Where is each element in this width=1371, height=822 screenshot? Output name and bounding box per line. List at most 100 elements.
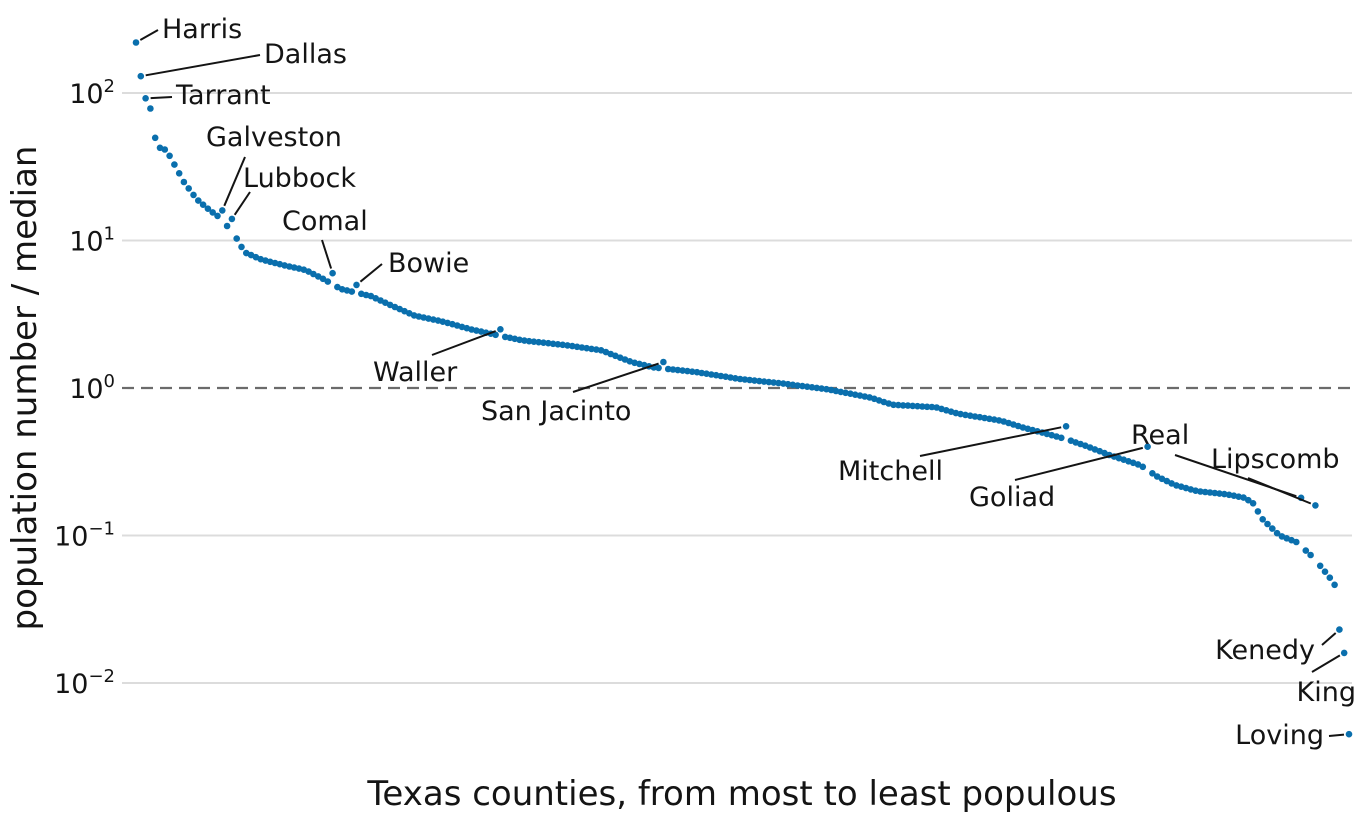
data-point <box>199 201 207 208</box>
label-tarrant: Tarrant <box>175 80 271 111</box>
data-point <box>1149 470 1156 477</box>
data-point <box>180 178 188 186</box>
data-point <box>319 275 327 283</box>
data-point <box>238 243 245 251</box>
label-kenedy: Kenedy <box>1215 635 1315 666</box>
data-point <box>741 376 749 383</box>
data-point <box>147 105 154 112</box>
data-point <box>1139 463 1147 471</box>
data-point <box>684 367 691 375</box>
data-point <box>223 222 231 230</box>
data-point <box>799 382 806 390</box>
data-point <box>794 382 801 389</box>
data-point <box>751 377 758 384</box>
data-point <box>775 379 782 387</box>
data-point <box>899 402 907 409</box>
data-point <box>765 378 773 386</box>
x-axis-title: Texas counties, from most to least popul… <box>366 774 1116 814</box>
leader-san-jacinto <box>572 362 659 393</box>
data-point <box>1326 574 1334 581</box>
data-point <box>204 205 212 212</box>
data-point <box>214 212 221 220</box>
data-point <box>1302 547 1310 554</box>
data-point <box>803 383 811 391</box>
label-lipscomb: Lipscomb <box>1211 444 1340 475</box>
data-point <box>1264 520 1271 528</box>
y-axis-title: population number / median <box>5 146 45 631</box>
label-goliad: Goliad <box>969 482 1055 513</box>
data-point <box>818 385 825 392</box>
data-point <box>1273 529 1281 537</box>
data-point <box>348 288 356 295</box>
data-point <box>909 402 916 410</box>
data-point <box>655 364 662 372</box>
data-point <box>1293 538 1300 546</box>
label-bowie: Bowie <box>388 248 469 279</box>
data-point <box>1307 551 1314 559</box>
label-harris: Harris <box>162 14 242 45</box>
leader-waller <box>431 330 497 356</box>
leader-harris <box>139 29 159 41</box>
label-loving: Loving <box>1235 720 1324 751</box>
leader-lubbock <box>233 191 251 216</box>
data-point <box>760 378 768 385</box>
data-point <box>679 367 686 374</box>
point-goliad <box>1144 443 1151 451</box>
point-mitchell <box>1062 423 1070 430</box>
y-tick-label: 10−1 <box>54 519 115 553</box>
leader-galveston <box>223 156 246 207</box>
point-galveston <box>219 207 226 214</box>
y-tick-label: 102 <box>69 76 115 110</box>
data-point <box>530 338 538 346</box>
data-point <box>669 366 677 373</box>
data-point <box>808 384 816 391</box>
data-point <box>324 278 332 285</box>
point-lubbock <box>228 215 236 223</box>
county-labels: Harris Dallas Tarrant Galveston Lubbock Comal… <box>139 14 1356 751</box>
point-tarrant <box>142 95 149 102</box>
y-tick-label: 10−2 <box>54 666 115 700</box>
gridlines <box>122 92 1352 684</box>
point-bowie <box>353 281 360 289</box>
point-kenedy <box>1336 626 1343 633</box>
data-point <box>1316 562 1324 570</box>
y-tick-label: 101 <box>69 224 115 258</box>
data-point <box>535 338 542 346</box>
point-dallas <box>137 72 145 80</box>
point-harris <box>132 39 140 46</box>
data-point <box>151 134 159 142</box>
data-point <box>664 365 672 373</box>
point-waller <box>497 326 504 333</box>
label-lubbock: Lubbock <box>243 163 356 194</box>
point-san-jacinto <box>660 358 667 366</box>
data-point <box>688 368 696 376</box>
data-point <box>895 401 902 409</box>
data-point <box>746 376 753 384</box>
data-point <box>1269 525 1276 532</box>
data-point <box>545 339 552 347</box>
leader-lipscomb <box>1247 477 1312 505</box>
y-axis-ticks: 10−2 10−1 100 101 102 <box>54 76 115 700</box>
data-point <box>928 403 936 411</box>
data-point <box>195 197 202 204</box>
data-point <box>540 339 547 347</box>
data-point <box>770 379 777 386</box>
data-point <box>1254 508 1262 515</box>
y-tick-label: 100 <box>69 371 115 405</box>
data-point <box>1259 516 1266 523</box>
data-point <box>166 152 173 160</box>
leader-comal <box>321 239 333 269</box>
leader-goliad <box>1014 446 1144 481</box>
data-point <box>784 380 792 388</box>
data-point <box>525 337 533 345</box>
data-point <box>559 341 566 349</box>
point-lipscomb <box>1312 502 1319 509</box>
data-point <box>1321 568 1329 575</box>
data-point <box>904 402 912 409</box>
label-king: King <box>1297 677 1356 708</box>
label-real: Real <box>1131 420 1189 451</box>
data-point <box>549 340 557 348</box>
data-point <box>923 403 931 411</box>
leader-loving <box>1328 733 1345 737</box>
label-dallas: Dallas <box>264 39 347 70</box>
